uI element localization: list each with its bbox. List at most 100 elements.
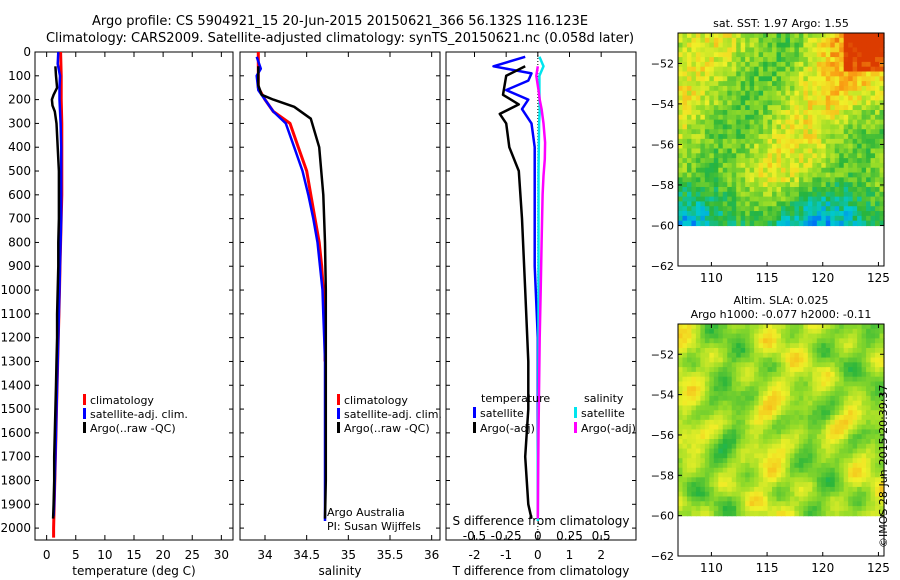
heatmap-cell: [740, 114, 746, 121]
heatmap-cell: [875, 95, 881, 101]
x-tick-label: 110: [700, 271, 723, 285]
heatmap-cell: [812, 448, 818, 454]
heatmap-cell: [776, 85, 782, 92]
heatmap-cell: [821, 410, 827, 416]
heatmap-cell: [870, 85, 876, 92]
heatmap-cell: [745, 177, 751, 183]
heatmap-cell: [740, 333, 746, 339]
heatmap-cell: [848, 215, 854, 222]
legend-label: Argo(-adj): [480, 422, 535, 435]
heatmap-cell: [852, 129, 858, 135]
heatmap-cell: [852, 371, 858, 378]
heatmap-cell: [727, 148, 733, 154]
heatmap-cell: [767, 76, 773, 82]
heatmap-cell: [754, 57, 760, 63]
heatmap-cell: [727, 177, 733, 183]
heatmap-cell: [718, 424, 724, 431]
heatmap-cell: [686, 71, 693, 77]
heatmap-cell: [848, 148, 854, 154]
heatmap-cell: [713, 211, 719, 217]
heatmap-cell: [700, 124, 706, 130]
heatmap-cell: [763, 324, 769, 330]
heatmap-cell: [834, 367, 840, 373]
y-tick-label: 2000: [0, 521, 31, 535]
heatmap-cell: [789, 458, 796, 464]
heatmap-cell: [794, 391, 800, 397]
heatmap-cell: [852, 347, 858, 354]
y-tick-label: −62: [651, 550, 674, 563]
heatmap-cell: [794, 215, 800, 222]
heatmap-cell: [727, 400, 733, 407]
heatmap-cell: [816, 438, 822, 445]
heatmap-cell: [713, 429, 719, 435]
heatmap-cell: [798, 429, 804, 435]
heatmap-cell: [834, 381, 840, 387]
heatmap-cell: [870, 371, 876, 378]
heatmap-cell: [839, 172, 845, 178]
heatmap-cell: [682, 81, 688, 87]
heatmap-cell: [879, 467, 885, 474]
y-tick-label: 500: [8, 164, 31, 178]
heatmap-cell: [852, 381, 858, 387]
heatmap-cell: [709, 352, 715, 359]
heatmap-cell: [839, 448, 845, 454]
heatmap-cell: [678, 347, 684, 354]
heatmap-cell: [807, 158, 813, 164]
heatmap-cell: [691, 162, 697, 169]
heatmap-cell: [843, 491, 849, 498]
heatmap-cell: [763, 47, 769, 53]
heatmap-cell: [857, 196, 863, 203]
heatmap-cell: [830, 153, 836, 159]
heatmap-cell: [731, 114, 737, 121]
heatmap-cell: [812, 167, 818, 174]
heatmap-cell: [789, 448, 796, 454]
heatmap-cell: [758, 105, 764, 111]
heatmap-cell: [825, 510, 831, 517]
heatmap-cell: [830, 347, 836, 354]
heatmap-cell: [686, 438, 693, 445]
heatmap-cell: [843, 462, 849, 469]
heatmap-cell: [731, 328, 737, 335]
heatmap-cell: [722, 352, 728, 359]
heatmap-cell: [794, 138, 800, 145]
heatmap-cell: [857, 472, 863, 478]
heatmap-cell: [875, 443, 881, 450]
heatmap-cell: [879, 477, 885, 483]
heatmap-cell: [727, 386, 733, 392]
heatmap-cell: [731, 501, 737, 507]
heatmap-cell: [825, 486, 831, 493]
heatmap-cell: [718, 429, 724, 435]
heatmap-cell: [722, 196, 728, 203]
heatmap-cell: [740, 434, 746, 440]
heatmap-cell: [772, 177, 778, 183]
heatmap-cell: [848, 37, 854, 44]
heatmap-cell: [700, 158, 706, 164]
heatmap-cell: [870, 362, 876, 368]
heatmap-cell: [785, 47, 791, 53]
heatmap-cell: [776, 496, 782, 502]
heatmap-cell: [776, 105, 782, 111]
heatmap-cell: [789, 61, 796, 68]
heatmap-cell: [722, 186, 728, 193]
heatmap-cell: [776, 158, 782, 164]
heatmap-cell: [691, 211, 697, 217]
heatmap-cell: [736, 81, 742, 87]
heatmap-cell: [722, 33, 728, 39]
heatmap-cell: [722, 47, 728, 53]
heatmap-cell: [816, 81, 822, 87]
heatmap-cell: [731, 381, 737, 387]
heatmap-cell: [848, 467, 854, 474]
heatmap-cell: [825, 491, 831, 498]
heatmap-cell: [830, 381, 836, 387]
heatmap-cell: [816, 33, 822, 39]
heatmap-cell: [785, 81, 791, 87]
heatmap-cell: [678, 177, 684, 183]
heatmap-cell: [785, 148, 791, 154]
heatmap-cell: [821, 477, 827, 483]
x-tick-label-salinity: 0.25: [556, 529, 583, 543]
heatmap-cell: [839, 177, 845, 183]
heatmap-cell: [812, 105, 818, 111]
heatmap-cell: [861, 324, 867, 330]
heatmap-cell: [816, 105, 822, 111]
heatmap-cell: [794, 376, 800, 383]
